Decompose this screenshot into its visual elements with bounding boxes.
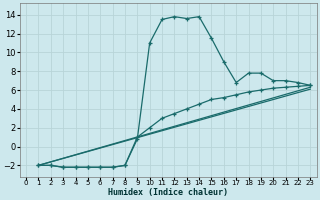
X-axis label: Humidex (Indice chaleur): Humidex (Indice chaleur) <box>108 188 228 197</box>
